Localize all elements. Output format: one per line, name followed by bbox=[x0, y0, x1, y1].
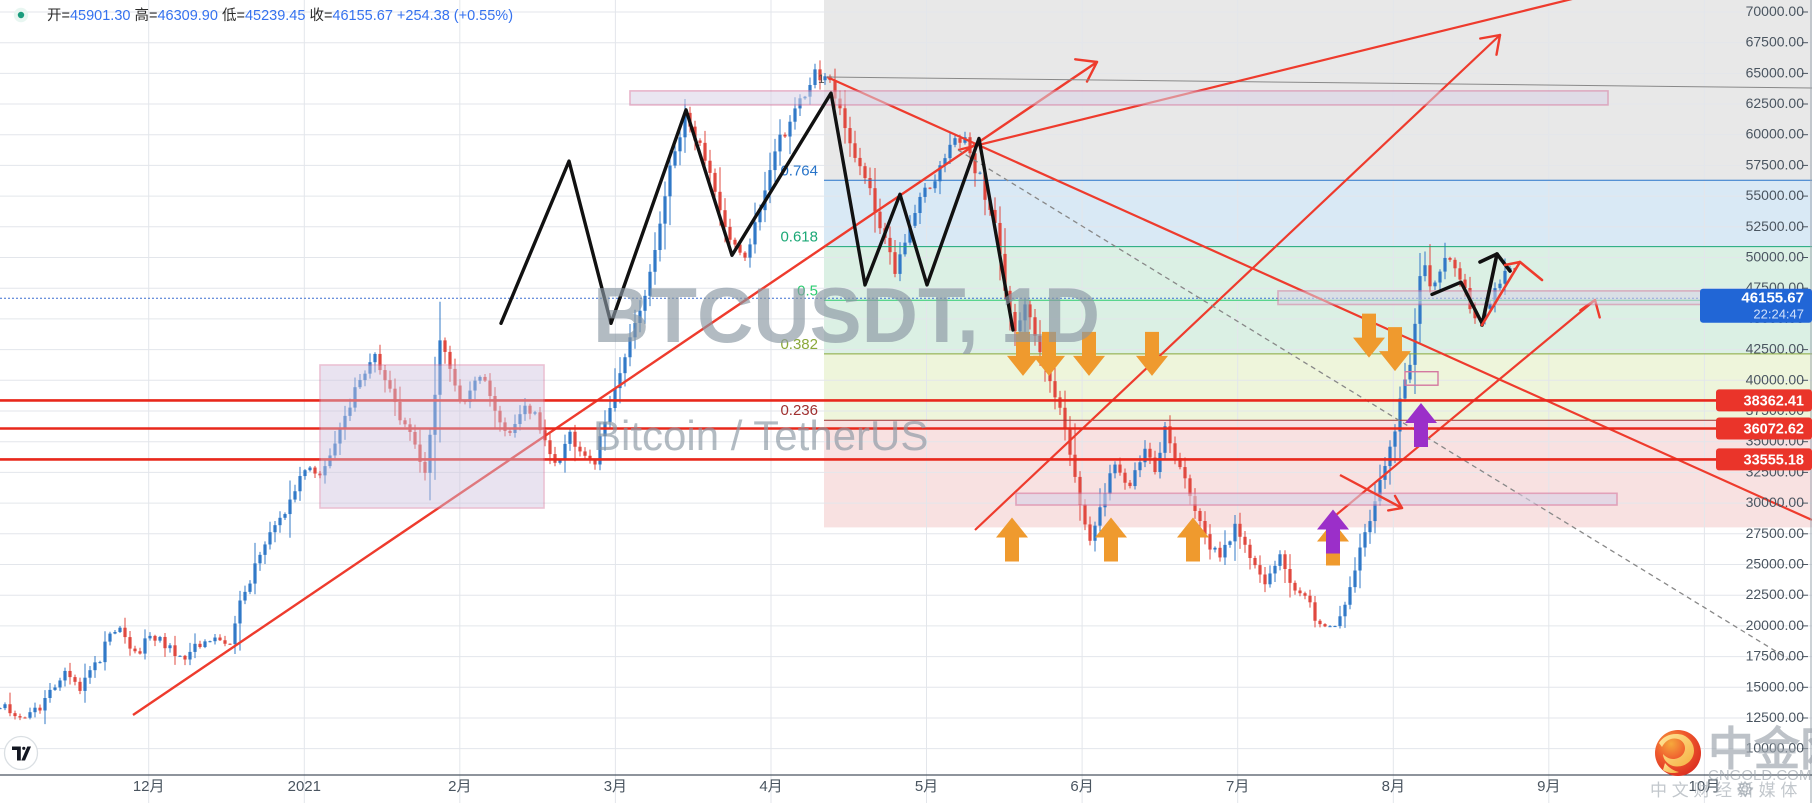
svg-text:27500.00: 27500.00 bbox=[1746, 525, 1805, 541]
svg-text:52500.00: 52500.00 bbox=[1746, 218, 1805, 234]
svg-text:20000.00: 20000.00 bbox=[1746, 617, 1805, 633]
svg-text:9月: 9月 bbox=[1537, 778, 1560, 795]
svg-text:70000.00: 70000.00 bbox=[1746, 3, 1805, 19]
svg-text:62500.00: 62500.00 bbox=[1746, 95, 1805, 111]
svg-text:22500.00: 22500.00 bbox=[1746, 586, 1805, 602]
svg-text:60000.00: 60000.00 bbox=[1746, 126, 1805, 142]
svg-text:4月: 4月 bbox=[759, 778, 782, 795]
svg-text:3月: 3月 bbox=[604, 778, 627, 795]
svg-text:36072.62: 36072.62 bbox=[1744, 422, 1804, 438]
svg-text:40000.00: 40000.00 bbox=[1746, 371, 1805, 387]
svg-text:46155.67: 46155.67 bbox=[1741, 290, 1804, 307]
svg-text:65000.00: 65000.00 bbox=[1746, 64, 1805, 80]
svg-text:中 文 财 经 新 媒 体: 中 文 财 经 新 媒 体 bbox=[1650, 781, 1797, 800]
svg-text:开=45901.30 高=46309.90 低=45239.: 开=45901.30 高=46309.90 低=45239.45 收=46155… bbox=[47, 7, 513, 24]
svg-text:5月: 5月 bbox=[915, 778, 938, 795]
svg-text:17500.00: 17500.00 bbox=[1746, 648, 1805, 664]
svg-text:15000.00: 15000.00 bbox=[1746, 678, 1805, 694]
svg-text:25000.00: 25000.00 bbox=[1746, 556, 1805, 572]
svg-text:0.618: 0.618 bbox=[780, 229, 818, 246]
svg-text:38362.41: 38362.41 bbox=[1744, 393, 1804, 409]
svg-text:50000.00: 50000.00 bbox=[1746, 249, 1805, 265]
svg-text:67500.00: 67500.00 bbox=[1746, 34, 1805, 50]
svg-text:8月: 8月 bbox=[1382, 778, 1405, 795]
svg-text:6月: 6月 bbox=[1070, 778, 1093, 795]
svg-text:2021: 2021 bbox=[288, 778, 321, 795]
svg-text:42500.00: 42500.00 bbox=[1746, 341, 1805, 357]
svg-text:2月: 2月 bbox=[448, 778, 471, 795]
svg-text:Bitcoin / TetherUS: Bitcoin / TetherUS bbox=[593, 412, 928, 459]
svg-text:33555.18: 33555.18 bbox=[1744, 452, 1804, 468]
svg-text:1: 1 bbox=[818, 72, 825, 86]
svg-text:30000.00: 30000.00 bbox=[1746, 494, 1805, 510]
svg-text:7月: 7月 bbox=[1226, 778, 1249, 795]
svg-text:12月: 12月 bbox=[133, 778, 165, 795]
svg-text:57500.00: 57500.00 bbox=[1746, 156, 1805, 172]
svg-text:22:24:47: 22:24:47 bbox=[1753, 307, 1804, 322]
svg-text:55000.00: 55000.00 bbox=[1746, 187, 1805, 203]
svg-text:BTCUSDT, 1D: BTCUSDT, 1D bbox=[593, 271, 1100, 359]
